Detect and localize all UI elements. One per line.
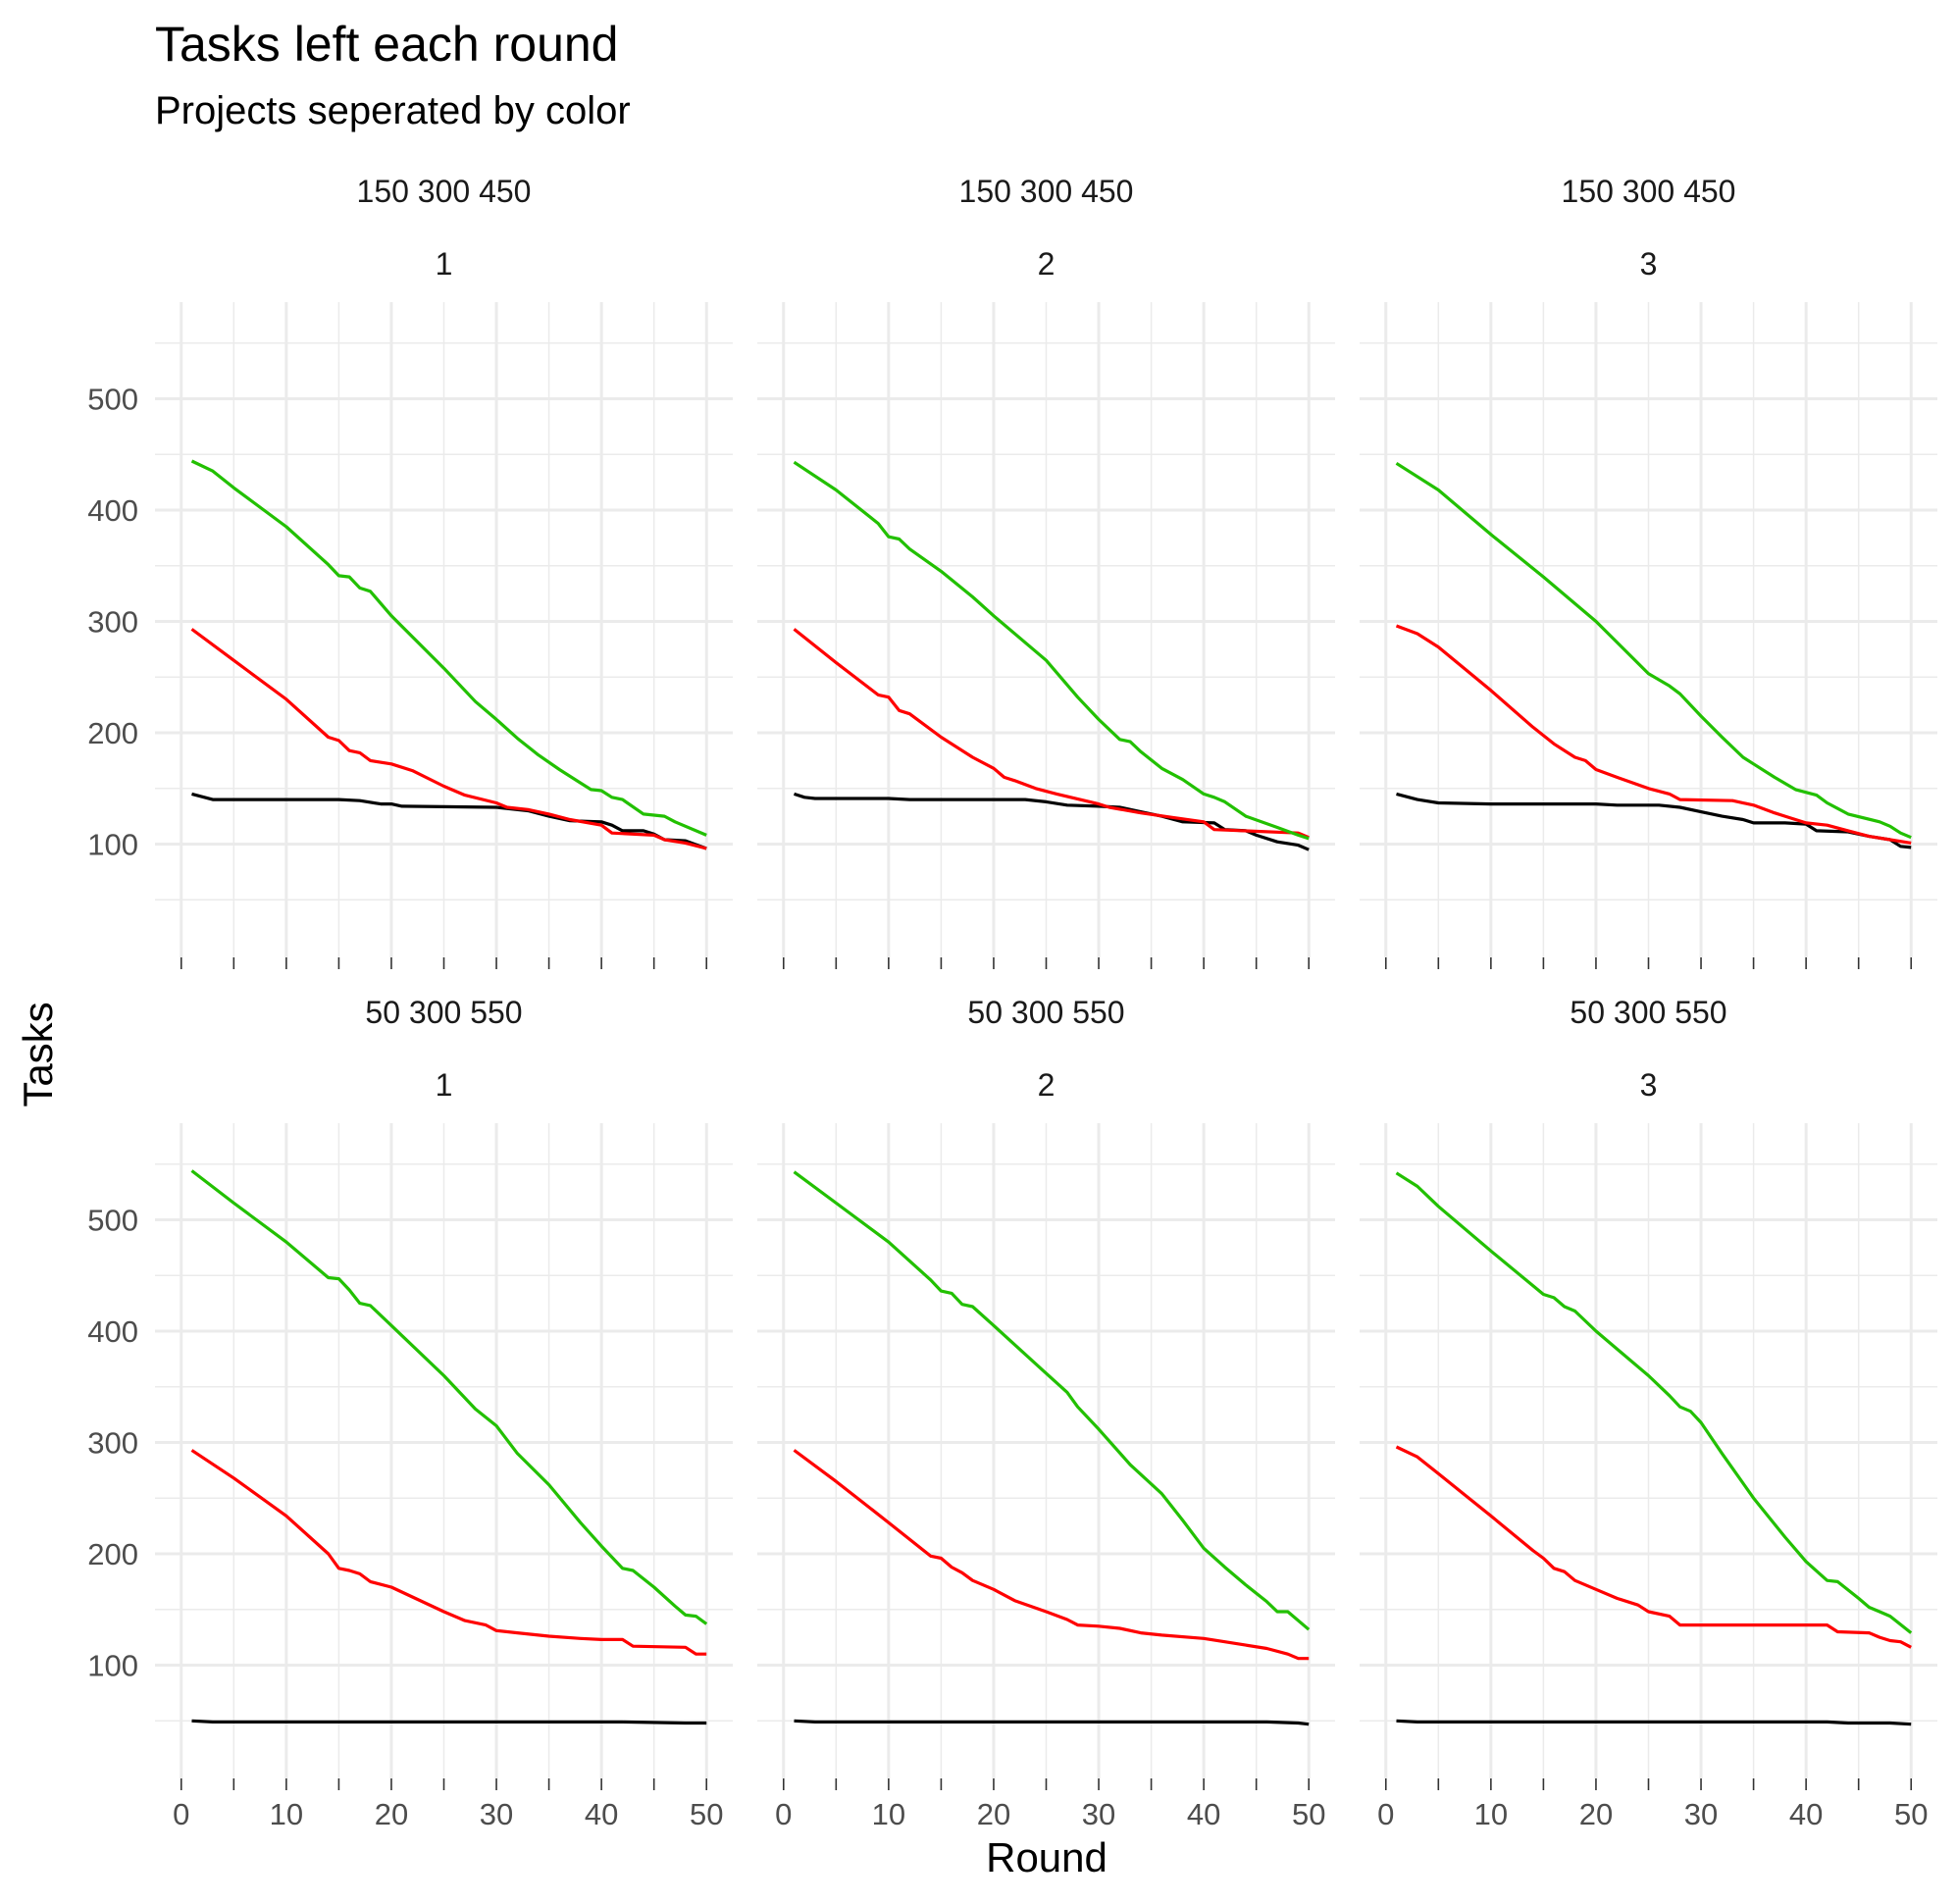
- y-tick-label: 200: [87, 716, 138, 750]
- chart-title: Tasks left each round: [155, 17, 619, 72]
- facet-strip-label: 50 300 550: [967, 995, 1124, 1030]
- series-line-black: [794, 1719, 1310, 1726]
- series-line-red: [1395, 1445, 1912, 1649]
- facet-strip-label: 1: [436, 1067, 453, 1103]
- y-axis-title: Tasks: [15, 1002, 61, 1106]
- series-line-green: [1395, 461, 1912, 840]
- facet-strip-label: 1: [436, 246, 453, 282]
- panel-2: 150 300 450 2: [757, 174, 1335, 969]
- y-tick-label: 500: [87, 1203, 138, 1237]
- panel-3: 150 300 450 3: [1360, 174, 1937, 969]
- facet-strip-label: 150 300 450: [959, 174, 1134, 209]
- x-axis-title: Round: [986, 1834, 1107, 1880]
- y-tick-label: 500: [87, 382, 138, 416]
- y-tick-label: 100: [87, 828, 138, 862]
- x-tick-label: 50: [1292, 1797, 1325, 1831]
- x-tick-label: 0: [775, 1797, 792, 1831]
- x-tick-label: 10: [1474, 1797, 1508, 1831]
- y-tick-label: 300: [87, 604, 138, 639]
- x-tick-label: 30: [480, 1797, 513, 1831]
- x-tick-label: 30: [1684, 1797, 1718, 1831]
- y-tick-label: 400: [87, 1314, 138, 1349]
- x-tick-label: 20: [977, 1797, 1010, 1831]
- panel-1: 150 300 450 1 100 200 300 400 500: [87, 174, 733, 969]
- facet-strip-label: 150 300 450: [357, 174, 532, 209]
- y-tick-label: 200: [87, 1537, 138, 1571]
- series-line-black: [191, 1719, 707, 1725]
- x-tick-label: 50: [690, 1797, 723, 1831]
- facet-strip-label: 3: [1640, 1067, 1658, 1103]
- x-tick-label: 0: [173, 1797, 189, 1831]
- y-tick-label: 300: [87, 1425, 138, 1460]
- series-line-green: [793, 1170, 1311, 1631]
- series-line-red: [793, 628, 1310, 840]
- series-line-red: [793, 1449, 1310, 1661]
- x-tick-label: 20: [375, 1797, 408, 1831]
- facet-strip-label: 2: [1038, 246, 1056, 282]
- series-line-red: [190, 628, 707, 850]
- x-tick-label: 50: [1894, 1797, 1928, 1831]
- chart-subtitle: Projects seperated by color: [155, 89, 631, 132]
- series-line-green: [1395, 1171, 1913, 1634]
- facet-strip-label: 50 300 550: [1570, 995, 1726, 1030]
- x-tick-label: 20: [1579, 1797, 1613, 1831]
- series-line-black: [1396, 1719, 1912, 1726]
- x-tick-label: 0: [1377, 1797, 1394, 1831]
- facet-strip-label: 150 300 450: [1562, 174, 1736, 209]
- x-tick-label: 10: [872, 1797, 905, 1831]
- series-line-black: [794, 792, 1310, 851]
- series-line-green: [793, 460, 1310, 841]
- series-line-red: [1395, 624, 1912, 845]
- facet-strip-label: 2: [1038, 1067, 1056, 1103]
- facet-strip-label: 3: [1640, 246, 1658, 282]
- x-tick-label: 40: [1187, 1797, 1220, 1831]
- series-line-green: [190, 1169, 708, 1625]
- x-tick-label: 30: [1082, 1797, 1115, 1831]
- y-tick-label: 100: [87, 1649, 138, 1683]
- x-tick-label: 40: [585, 1797, 618, 1831]
- series-line-green: [190, 459, 707, 837]
- y-tick-label: 400: [87, 493, 138, 528]
- series-line-red: [190, 1449, 707, 1656]
- x-tick-label: 40: [1789, 1797, 1823, 1831]
- series-line-black: [1396, 792, 1912, 849]
- series-line-black: [191, 792, 707, 850]
- x-tick-label: 10: [270, 1797, 303, 1831]
- facet-strip-label: 50 300 550: [365, 995, 522, 1030]
